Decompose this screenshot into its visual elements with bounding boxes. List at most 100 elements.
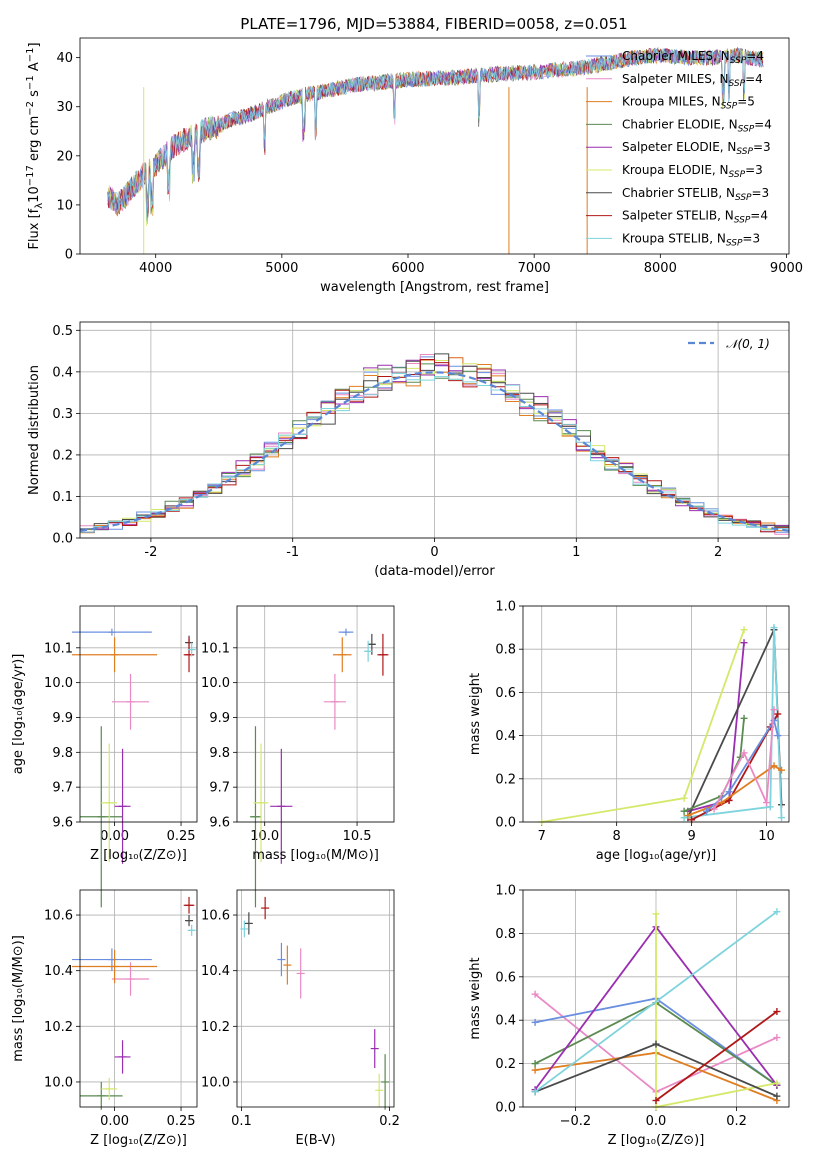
legend-text: =4 (750, 209, 768, 223)
x-tick-label: 5000 (265, 261, 298, 276)
legend-text: =5 (737, 95, 755, 109)
x-tick-label: 6000 (391, 261, 424, 276)
errorbar-point (375, 1073, 384, 1107)
legend-entry: Chabrier MILES, NSSP=4 (622, 49, 764, 66)
y-tick-label: 0.4 (495, 1014, 516, 1029)
axes-frame (522, 889, 790, 1108)
errorbar-point (296, 948, 305, 999)
errorbar-point (72, 628, 152, 636)
x-axis-label: E(B-V) (295, 1133, 335, 1148)
legend-subscript: SSP (729, 170, 746, 180)
y-tick-label: 0.1 (52, 490, 73, 505)
legend-text: Salpeter ELODIE, N (622, 140, 736, 154)
y-tick-label: 10.6 (44, 909, 73, 924)
legend-text: Salpeter STELIB, N (622, 209, 734, 223)
errorbar-point (101, 743, 118, 863)
y-tick-label: 0.8 (495, 643, 516, 658)
x-tick-label: 0.00 (100, 829, 129, 844)
y-tick-label: 0.2 (495, 772, 516, 787)
legend-subscript: SSP (738, 124, 755, 134)
y-label-part: s (27, 90, 42, 101)
legend-subscript: SSP (721, 102, 738, 112)
legend-subscript: SSP (734, 216, 751, 226)
y-tick-label: 9.8 (52, 746, 73, 761)
errorbar-point (249, 726, 262, 908)
errorbar-point (370, 1029, 379, 1069)
x-axis-label: (data-model)/error (374, 564, 495, 579)
errorbar-point (377, 633, 389, 676)
y-tick-label: 10.0 (201, 676, 230, 691)
x-tick-label: 8 (613, 829, 621, 844)
axes-frame (522, 605, 790, 823)
legend-text: =4 (745, 72, 763, 86)
errorbar-point (111, 673, 150, 730)
errorbar-point (261, 896, 270, 920)
y-label-part: −2 (25, 101, 36, 116)
weight-series (713, 709, 775, 810)
y-tick-label: 10.4 (201, 964, 230, 979)
x-tick-label: -2 (144, 545, 157, 560)
y-tick-label: 10.0 (201, 1075, 230, 1090)
normal-curve (80, 371, 789, 532)
legend-text: Salpeter MILES, N (622, 72, 729, 86)
x-tick-label: 1 (572, 545, 580, 560)
x-tick-label: −0.2 (560, 1114, 592, 1129)
errorbar-point (333, 637, 352, 673)
legend-subscript: SSP (735, 193, 752, 203)
legend-text: =3 (752, 186, 770, 200)
x-tick-label: 2 (714, 545, 722, 560)
x-tick-label: 8000 (644, 261, 677, 276)
y-tick-label: 0.5 (52, 324, 73, 339)
y-tick-label: 0.4 (495, 729, 516, 744)
x-tick-label: 0.1 (231, 1114, 252, 1129)
errorbar-point (253, 743, 269, 863)
legend-text: =3 (742, 231, 760, 245)
legend-entry: Salpeter STELIB, NSSP=4 (622, 209, 768, 226)
x-tick-label: 10 (758, 829, 775, 844)
legend-subscript: SSP (729, 79, 746, 89)
weight-series (687, 642, 745, 813)
errorbar-point (185, 915, 194, 927)
legend-entry: Chabrier STELIB, NSSP=3 (622, 186, 769, 203)
y-tick-label: 10.2 (201, 1020, 230, 1035)
x-tick-label: 10.0 (250, 829, 279, 844)
legend-entry: 𝒩(0, 1) (726, 337, 770, 351)
x-axis-label: wavelength [Angstrom, rest frame] (320, 280, 549, 295)
chart-title: PLATE=1796, MJD=53884, FIBERID=0058, z=0… (240, 15, 627, 33)
axes-age_vs_Z: 0.00 0.25 9.6 9.7 9.8 9.9 10.0 10.1 Z [log₁₀(Z/Z… (11, 605, 198, 908)
errorbar-point (187, 642, 196, 657)
y-tick-label: 0.6 (495, 970, 516, 985)
errorbar-point (80, 726, 123, 908)
x-axis-label: age [log₁₀(age/yr)] (596, 848, 717, 863)
legend-text: Chabrier ELODIE, N (622, 117, 738, 131)
y-tick-label: 9.6 (209, 816, 230, 831)
y-label-part: ] (27, 42, 42, 47)
x-axis-label: mass [log₁₀(M/M⊙)] (252, 848, 379, 863)
axes-mass_vs_Z: 0.00 0.25 10.0 10.2 10.4 10.6 Z [log₁₀(Z/Z⊙)] m… (11, 889, 198, 1148)
y-tick-label: 0 (65, 248, 73, 263)
legend-entry: Kroupa STELIB, NSSP=3 (622, 231, 760, 248)
errorbar-point (187, 924, 196, 936)
y-tick-label: 0.2 (52, 448, 73, 463)
y-tick-label: 10.2 (44, 1020, 73, 1035)
y-axis-label: Flux [fλ10−17 erg cm−2 s−1 A−1] (25, 42, 45, 249)
y-tick-label: 10 (56, 198, 73, 213)
spectrum-series (107, 47, 764, 225)
y-tick-label: 0.4 (52, 365, 73, 380)
y-tick-label: 0.0 (495, 1101, 516, 1116)
axes-frame (79, 889, 198, 1108)
y-tick-label: 0.0 (495, 816, 516, 831)
axes-residuals: -2 -1 0 1 2 0.0 0.1 0.2 0.3 0.4 0.5 (data-model)/er… (27, 321, 790, 579)
legend-text: Kroupa MILES, N (622, 95, 721, 109)
weight-series (687, 764, 782, 817)
y-label-part: −1 (25, 48, 36, 63)
legend-text: =3 (745, 163, 763, 177)
x-tick-label: 9000 (770, 261, 803, 276)
axes-mass_vs_ebv: 0.1 0.2 10.0 10.2 10.4 10.6 E(B-V) (201, 889, 400, 1148)
y-tick-label: 0.2 (495, 1057, 516, 1072)
x-axis-label: Z [log₁₀(Z/Z⊙)] (90, 848, 187, 863)
axes-weight_vs_Z: −0.2 0.0 0.2 0.0 0.2 0.4 0.6 0.8 1.0 Z [log₁₀(Z/Z… (468, 884, 790, 1148)
y-tick-label: 9.9 (52, 711, 73, 726)
